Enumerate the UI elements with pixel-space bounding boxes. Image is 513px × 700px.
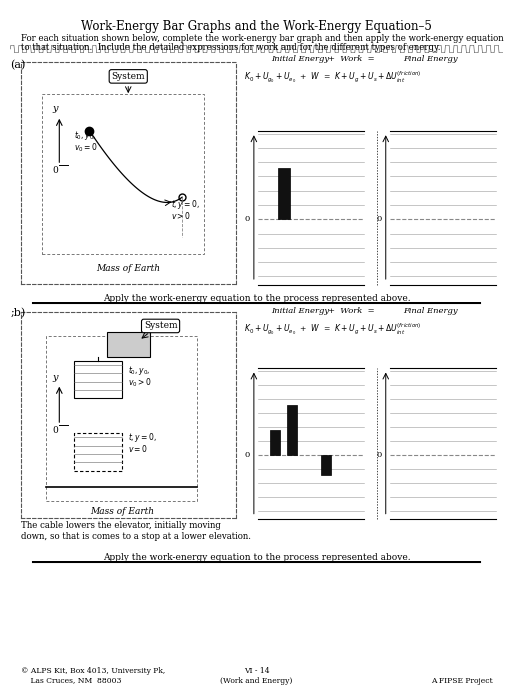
Text: VI - 14
(Work and Energy): VI - 14 (Work and Energy) <box>220 667 293 685</box>
Text: y: y <box>53 372 58 382</box>
Text: 0: 0 <box>376 216 382 223</box>
Bar <box>74 361 122 398</box>
Text: 0: 0 <box>244 451 250 459</box>
Text: to that situation.  Include the detailed expressions for work and for the differ: to that situation. Include the detailed … <box>21 43 440 52</box>
Text: © ALPS Kit, Box 4013, University Pk,
    Las Cruces, NM  88003: © ALPS Kit, Box 4013, University Pk, Las… <box>21 667 165 685</box>
Text: $K_0 + U_{g_0} + U_{e_0}$  +  $W$  =  $K + U_g + U_s + \Delta U_{int}^{(friction: $K_0 + U_{g_0} + U_{e_0}$ + $W$ = $K + U… <box>244 322 421 337</box>
Text: ;b): ;b) <box>10 308 26 318</box>
Text: System: System <box>144 321 177 330</box>
Text: $v_0 > 0$: $v_0 > 0$ <box>128 377 152 389</box>
Text: Apply the work-energy equation to the process represented above.: Apply the work-energy equation to the pr… <box>103 294 410 303</box>
Text: Final Energy: Final Energy <box>404 307 458 314</box>
Text: $v > 0$: $v > 0$ <box>171 211 191 221</box>
Text: $K_0 + U_{g_0} + U_{e_0}$  +  $W$  =  $K + U_g + U_s + \Delta U_{int}^{(friction: $K_0 + U_{g_0} + U_{e_0}$ + $W$ = $K + U… <box>244 70 421 85</box>
Text: The cable lowers the elevator, initially moving
down, so that is comes to a stop: The cable lowers the elevator, initially… <box>21 522 250 541</box>
Text: $v_0=0$: $v_0=0$ <box>74 141 98 154</box>
Text: For each situation shown below, complete the work-energy bar graph and then appl: For each situation shown below, complete… <box>21 34 503 43</box>
Text: 0: 0 <box>53 426 58 435</box>
Text: $t, y = 0,$: $t, y = 0,$ <box>128 430 157 444</box>
Text: +  Work  =: + Work = <box>328 55 374 62</box>
Text: $t_0, y_0,$: $t_0, y_0,$ <box>74 129 96 142</box>
Text: Mass of Earth: Mass of Earth <box>90 507 154 516</box>
Bar <box>270 430 280 455</box>
Bar <box>322 455 331 475</box>
Text: Initial Energy: Initial Energy <box>271 307 329 314</box>
Text: 0: 0 <box>53 165 58 174</box>
Text: System: System <box>111 72 145 81</box>
Bar <box>74 433 122 470</box>
Text: y: y <box>53 104 58 113</box>
Bar <box>287 405 297 455</box>
Text: A FIPSE Project: A FIPSE Project <box>431 677 492 685</box>
Text: $t, y = 0,$: $t, y = 0,$ <box>171 198 201 211</box>
Text: (a): (a) <box>10 60 26 70</box>
Text: 0: 0 <box>376 451 382 459</box>
Bar <box>107 332 150 357</box>
Text: $v = 0$: $v = 0$ <box>128 443 148 454</box>
Text: 0: 0 <box>244 216 250 223</box>
Text: Apply the work-energy equation to the process represented above.: Apply the work-energy equation to the pr… <box>103 553 410 562</box>
Bar <box>278 168 289 219</box>
Text: Final Energy: Final Energy <box>404 55 458 62</box>
Text: Work-Energy Bar Graphs and the Work-Energy Equation–5: Work-Energy Bar Graphs and the Work-Ener… <box>81 20 432 33</box>
Text: Initial Energy: Initial Energy <box>271 55 329 62</box>
Text: Mass of Earth: Mass of Earth <box>96 264 160 273</box>
Text: +  Work  =: + Work = <box>328 307 374 314</box>
Text: $t_0, y_0,$: $t_0, y_0,$ <box>128 365 150 377</box>
